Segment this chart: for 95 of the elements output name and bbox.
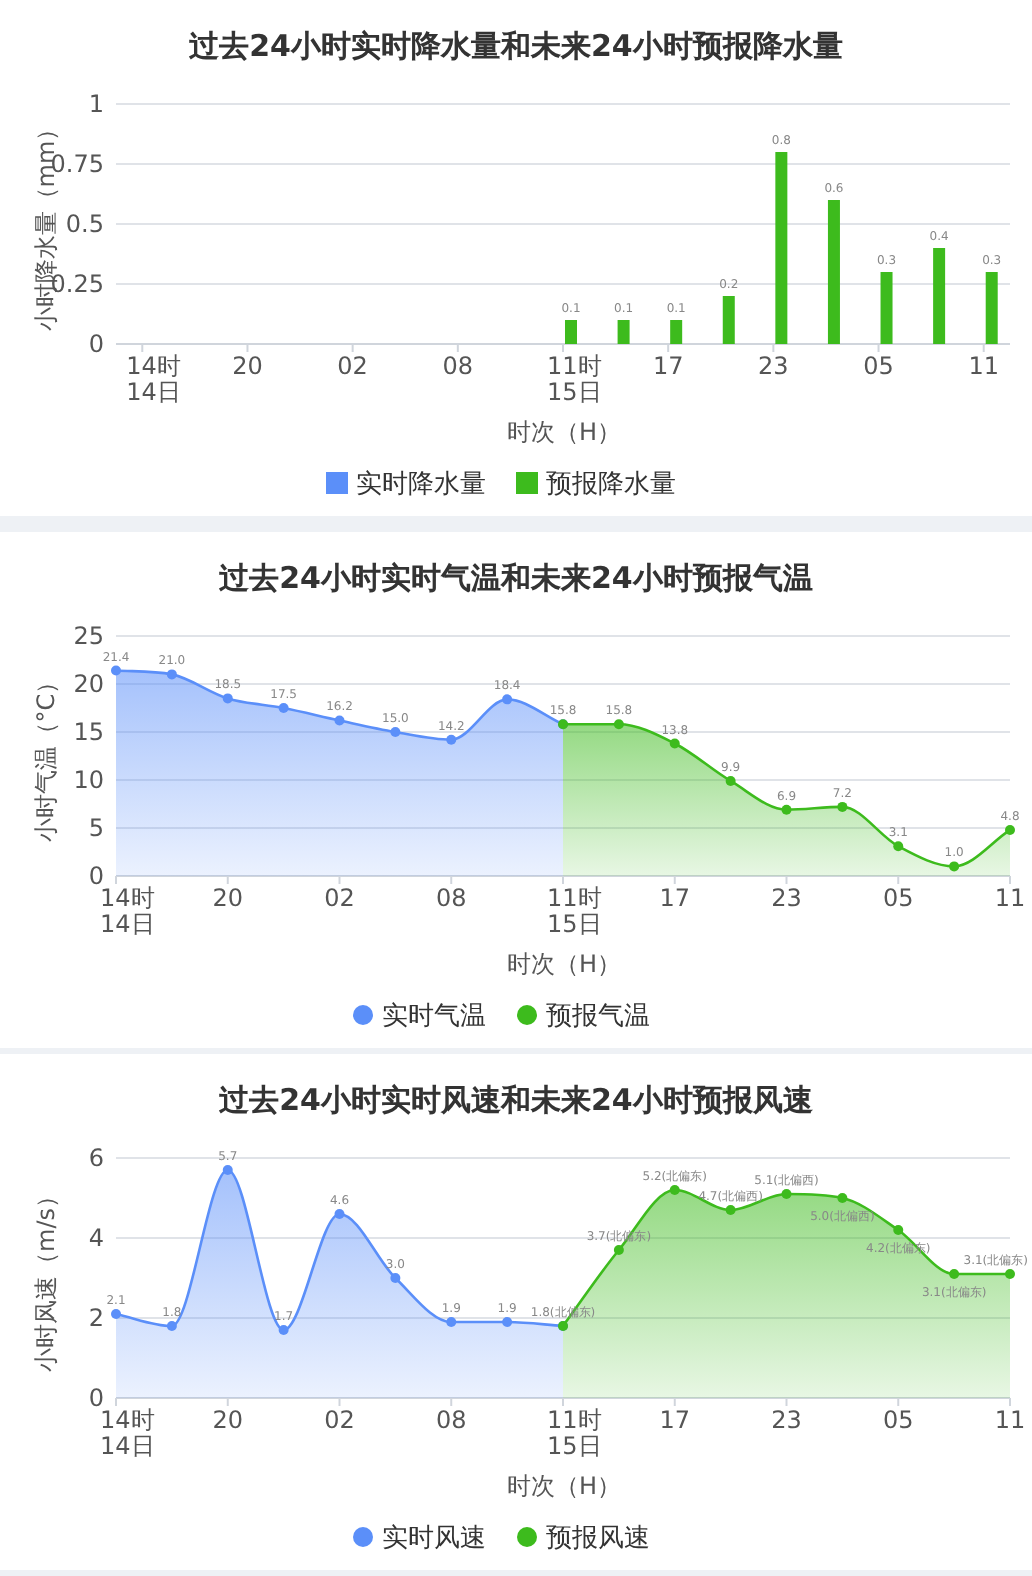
x-axis-title: 时次（H）: [506, 1472, 622, 1500]
bar: [722, 296, 735, 344]
chart-title: 过去24小时实时气温和未来24小时预报气温: [217, 560, 813, 596]
bar: [933, 248, 946, 344]
point: [893, 841, 904, 852]
x-tick-label: 11: [994, 1406, 1026, 1434]
legend-label: 预报风速: [546, 1524, 650, 1554]
bar: [565, 320, 577, 344]
bar: [880, 272, 893, 344]
x-tick-label: 17: [659, 1406, 691, 1434]
y-tick-label: 10: [73, 766, 104, 794]
legend-label: 实时风速: [382, 1524, 486, 1554]
x-tick-label: 02: [337, 352, 368, 380]
y-tick-label: 20: [73, 670, 104, 698]
x-tick-label: 11时 15日: [547, 352, 602, 406]
point: [781, 1189, 792, 1199]
y-tick-label: 1: [88, 90, 104, 118]
x-tick-label: 05: [882, 884, 914, 912]
legend-label: 预报降水量: [546, 470, 676, 500]
y-tick-label: 0: [88, 330, 104, 358]
x-tick-label: 08: [435, 1406, 467, 1434]
x-axis-title: 时次（H）: [506, 950, 622, 978]
y-axis-title: 小时气温（°C）: [32, 669, 60, 843]
x-tick-label: 08: [435, 884, 467, 912]
point: [1005, 1269, 1015, 1279]
x-axis-title: 时次（H）: [506, 418, 622, 446]
point: [166, 669, 177, 680]
bar: [827, 200, 840, 344]
x-tick-label: 14时 14日: [100, 1406, 155, 1460]
x-tick-label: 14时 14日: [126, 352, 181, 406]
x-tick-label: 05: [863, 352, 894, 380]
point: [502, 1317, 513, 1327]
point: [669, 738, 680, 749]
point: [390, 727, 401, 737]
chart-title: 过去24小时实时降水量和未来24小时预报降水量: [187, 28, 843, 64]
point: [893, 1225, 904, 1235]
x-tick-label: 17: [659, 884, 691, 912]
y-tick-label: 0: [88, 862, 104, 890]
x-tick-label: 11时 15日: [547, 884, 602, 938]
x-tick-label: 20: [232, 352, 263, 380]
bar: [670, 320, 683, 344]
x-tick-label: 05: [882, 1406, 914, 1434]
point: [334, 715, 345, 726]
x-tick-label: 23: [758, 352, 789, 380]
point: [949, 861, 960, 872]
bar: [985, 272, 998, 344]
point: [446, 1317, 457, 1327]
y-tick-label: 25: [73, 622, 104, 650]
legend-label: 实时气温: [382, 1002, 486, 1032]
x-tick-label: 11时 15日: [547, 1406, 602, 1460]
point: [1005, 824, 1015, 835]
x-tick-label: 02: [324, 1406, 355, 1434]
point: [390, 1273, 401, 1283]
point: [669, 1185, 680, 1195]
point: [949, 1269, 960, 1279]
point: [278, 703, 289, 713]
point: [613, 719, 624, 730]
x-tick-label: 14时 14日: [100, 884, 155, 938]
x-tick-label: 23: [771, 1406, 802, 1434]
point: [446, 734, 457, 745]
point: [222, 1165, 233, 1175]
x-tick-label: 20: [212, 884, 244, 912]
y-axis-title: 小时风速（m/s）: [32, 1184, 60, 1372]
point: [334, 1209, 345, 1219]
point: [837, 1193, 848, 1203]
y-tick-label: 6: [88, 1144, 104, 1172]
point: [781, 804, 792, 815]
legend-label: 预报气温: [546, 1002, 650, 1032]
x-tick-label: 11: [968, 352, 999, 380]
x-tick-label: 08: [442, 352, 474, 380]
point: [502, 694, 513, 705]
y-tick-label: 0.5: [65, 210, 104, 238]
bar: [617, 320, 630, 344]
point: [222, 693, 233, 704]
x-tick-label: 02: [324, 884, 355, 912]
point: [111, 1309, 121, 1319]
y-tick-label: 2: [88, 1304, 104, 1332]
x-tick-label: 20: [212, 1406, 244, 1434]
point: [613, 1245, 624, 1255]
y-tick-label: 4: [88, 1224, 104, 1252]
x-tick-label: 11: [994, 884, 1026, 912]
point: [278, 1325, 289, 1335]
x-tick-label: 17: [652, 352, 684, 380]
point: [111, 665, 121, 676]
x-tick-label: 23: [771, 884, 802, 912]
point: [166, 1321, 177, 1331]
y-tick-label: 5: [88, 814, 104, 842]
point: [725, 775, 736, 786]
point: [837, 801, 848, 812]
point: [725, 1205, 736, 1215]
legend-label: 实时降水量: [356, 470, 486, 500]
bar: [775, 152, 788, 344]
y-tick-label: 15: [73, 718, 104, 746]
chart-title: 过去24小时实时风速和未来24小时预报风速: [217, 1082, 815, 1118]
y-tick-label: 0: [88, 1384, 104, 1412]
